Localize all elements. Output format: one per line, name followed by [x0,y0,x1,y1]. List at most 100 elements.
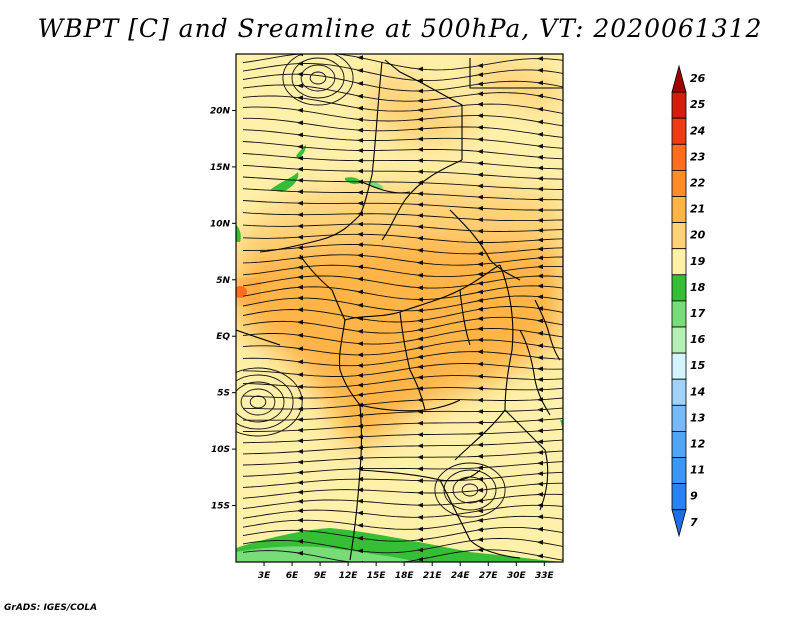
streamline-arrow [297,332,303,338]
streamline-arrow [477,361,483,367]
streamline-arrow [477,240,483,245]
streamline-arrow [357,535,363,541]
streamline-arrow [417,247,423,253]
streamline-arrow [417,180,423,186]
streamline-arrow [357,55,363,60]
streamline-arrow [417,126,423,132]
grads-credit: GrADS: IGES/COLA [4,603,98,613]
lon-label: 33E [535,571,555,581]
lon-label: 24E [451,571,471,581]
streamline-arrow [477,298,483,303]
streamline-arrow [477,149,483,154]
streamline-arrow [477,261,483,267]
streamline-arrow [357,127,363,133]
streamline [242,264,563,278]
colorbar-segment [671,483,687,511]
streamline-arrow [537,481,543,487]
streamline [242,482,563,499]
streamline-arrow [537,439,543,445]
streamline-arrow [297,274,303,280]
streamline [242,176,563,190]
streamline-arrow [537,80,543,86]
streamline-arrow [297,107,303,113]
streamline-arrow [297,508,303,514]
streamline-arrow [297,319,303,325]
streamline-arrow [357,105,363,111]
colorbar-segment [671,300,687,328]
streamline-arrow [477,537,483,542]
streamline-arrows [297,54,543,562]
streamline-arrow [537,407,543,413]
streamline-arrow [417,297,423,302]
streamline-arrow [477,349,483,355]
lon-label: 6E [286,571,299,581]
streamline [242,63,563,82]
streamline-arrow [537,387,543,392]
streamline-arrow [297,550,303,556]
streamline-arrow [477,442,483,448]
colorbar-label: 12 [690,437,706,450]
streamline [242,223,563,232]
streamline-arrow [417,327,423,333]
streamline-arrow [357,510,363,516]
streamline-arrow [537,93,543,99]
streamline-arrow [357,523,363,528]
streamline-arrow [357,382,363,388]
colorbar-segment [671,222,687,250]
streamline-arrow [477,228,483,234]
streamline-vortex [240,388,276,416]
streamline-arrow [297,307,303,313]
streamline-arrow [417,420,423,426]
streamline-arrow [297,223,303,229]
streamline-arrow [297,265,303,270]
streamline-arrow [357,289,363,295]
streamline-arrow [477,289,483,295]
streamline-arrow [357,373,363,378]
streamline-arrow [417,202,423,207]
streamline-arrow [417,285,423,291]
colorbar-label: 23 [690,150,706,163]
streamline-arrow [477,527,483,533]
wbpt-field [236,54,563,562]
streamline-arrow [357,221,363,227]
streamline [242,129,563,149]
streamline-arrow [537,207,543,213]
streamline-arrow [537,553,543,559]
streamline-arrow [297,71,303,77]
streamline-arrow [477,476,483,482]
streamline-arrow [537,106,543,112]
streamline-arrow [297,480,303,485]
streamline-arrow [297,406,303,412]
streamline-arrow [357,363,363,368]
streamline-arrow [417,136,423,142]
streamline-arrow [417,98,423,104]
streamline-arrow [537,218,543,223]
lat-label: 15N [210,163,231,173]
streamline-arrow [417,432,423,437]
streamline-arrow [357,487,363,493]
streamline [242,152,563,170]
streamline [242,84,563,102]
streamline-arrow [417,345,423,351]
streamline [242,254,563,266]
streamline-arrow [477,306,483,312]
streamline-vortex [443,469,497,511]
streamline-arrow [477,316,483,321]
streamline-arrow [357,168,363,174]
lon-label: 30E [507,571,527,581]
lat-label: 20N [210,106,231,116]
colorbar-segment [671,378,687,406]
streamline [242,493,563,510]
map-title: WBPT [C] and Sreamline at 500hPa, VT: 20… [37,14,763,43]
streamline-arrow [537,283,543,289]
streamline-arrow [477,113,483,118]
colorbar-label: 9 [690,490,698,503]
streamline-arrow [537,237,543,243]
colorbar-segment [671,326,687,354]
streamline-arrow [537,330,543,336]
streamline-arrow [357,148,363,153]
streamline-arrow [417,78,423,83]
streamline-arrow [417,88,423,94]
lon-label: 12E [339,571,359,581]
streamline-vortex [434,462,506,518]
